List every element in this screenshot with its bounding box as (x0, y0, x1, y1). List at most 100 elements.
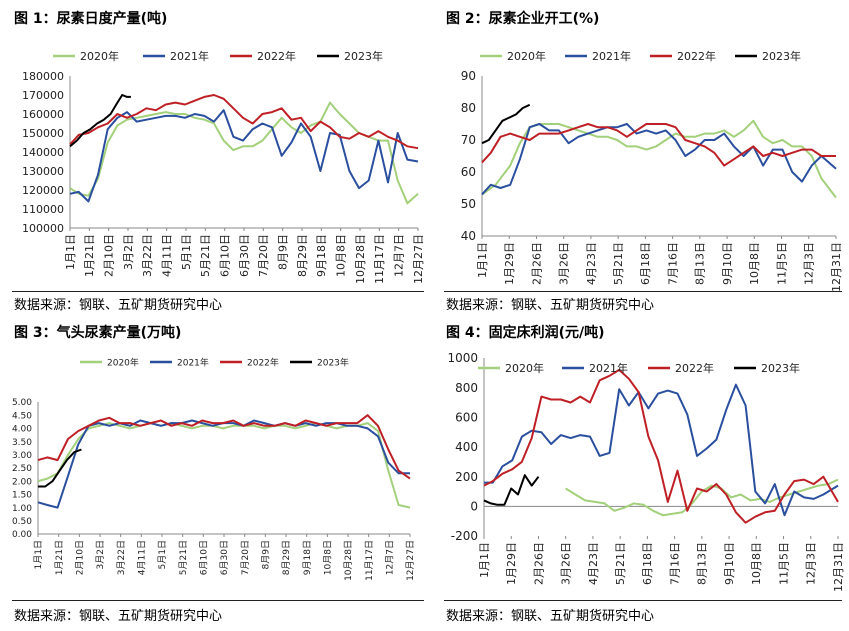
y-tick-label: 140000 (22, 146, 64, 159)
legend-label: 2022年 (257, 49, 296, 63)
x-tick-label: 2月26日 (532, 542, 545, 585)
chart-1-daily-urea-output: 100000 110000 120000 130000 140000 150000 1600… (22, 49, 425, 284)
legend-label: 2021年 (170, 49, 209, 63)
x-tick-label: 9月18日 (302, 540, 313, 575)
x-tick-label: 11月17日 (364, 540, 375, 581)
x-tick-label: 10月8日 (335, 234, 348, 277)
series-line-2022年 (483, 368, 839, 524)
x-tick-label: 6月10日 (198, 540, 209, 575)
y-tick-label: 0.50 (12, 517, 32, 527)
legend-label: 2021年 (177, 356, 209, 368)
x-tick-label: 1月21日 (83, 234, 96, 277)
x-tick-label: 3月2日 (122, 234, 135, 270)
x-tick-label: 3月22日 (141, 234, 154, 277)
x-tick-label: 12月31日 (830, 242, 843, 292)
y-tick-label: 90 (461, 69, 476, 83)
y-tick-label: 120000 (22, 184, 64, 197)
y-tick-label: 0.00 (12, 530, 32, 540)
x-tick-label: 4月11日 (136, 540, 147, 575)
x-tick-label: 3月26日 (560, 542, 573, 585)
x-tick-label: 12月7日 (384, 540, 395, 575)
series-line-2021年 (69, 109, 419, 203)
chart-1-title: 图 1：尿素日度产量(吨) (14, 11, 168, 27)
series-line-2022年 (37, 414, 411, 480)
y-tick-label: 4.50 (12, 411, 32, 421)
x-tick-label: 1月1日 (478, 542, 491, 578)
series-line-2020年 (37, 422, 411, 509)
legend-label: 2022年 (675, 361, 714, 375)
y-tick-label: 200 (455, 470, 478, 484)
x-tick-label: 10月28日 (354, 234, 367, 284)
x-tick-label: 7月16日 (666, 242, 679, 285)
chart-2-source: 数据来源：钢联、五矿期货研究中心 (446, 298, 655, 313)
x-tick-label: 1月1日 (64, 234, 77, 270)
series-line-2022年 (69, 94, 419, 150)
chart-4-title: 图 4：固定床利润(元/吨) (446, 325, 605, 341)
x-tick-label: 8月29日 (296, 234, 309, 277)
legend-label: 2021年 (592, 49, 631, 63)
chart-2-plant-operating-rate: 40 50 60 70 80 90 1月1日 1月29日 2月26日 3月26日 4月23日 5月21… (461, 49, 843, 292)
x-tick-label: 7月20日 (240, 540, 251, 575)
x-tick-label: 12月7日 (393, 234, 406, 277)
series-line-2021年 (484, 383, 839, 517)
chart-1-source: 数据来源：钢联、五矿期货研究中心 (14, 298, 223, 313)
legend-label: 2021年 (589, 361, 628, 375)
legend-label: 2020年 (80, 49, 119, 63)
series-line-2023年 (69, 94, 131, 148)
x-tick-label: 10月8日 (748, 242, 761, 285)
series-line-2022年 (481, 123, 836, 167)
y-tick-label: 130000 (22, 165, 64, 178)
y-tick-label: 1.50 (12, 491, 32, 501)
x-tick-label: 8月13日 (696, 542, 709, 585)
y-tick-label: 80 (461, 101, 476, 115)
x-tick-label: 10月28日 (343, 540, 354, 581)
y-tick-label: 160000 (22, 108, 64, 121)
x-tick-label: 10月8日 (750, 542, 763, 585)
series-line-2023年 (483, 474, 540, 506)
legend-label: 2020年 (507, 49, 546, 63)
x-tick-label: 5月21日 (199, 234, 212, 277)
y-tick-label: 3.00 (12, 451, 32, 461)
x-tick-label: 5月1日 (157, 540, 168, 569)
y-tick-label: 1.00 (12, 504, 32, 514)
x-tick-label: 1月1日 (476, 242, 489, 278)
source-divider (444, 600, 842, 601)
x-tick-label: 11月5日 (775, 242, 788, 285)
y-tick-label: 600 (455, 411, 478, 425)
x-tick-label: 3月22日 (116, 540, 127, 575)
series-line-2020年 (565, 478, 839, 517)
x-tick-label: 6月18日 (639, 242, 652, 285)
x-tick-label: 8月9日 (277, 234, 290, 270)
chart-3-gas-urea-output: 0.00 0.50 1.00 1.50 2.00 2.50 3.00 3.50 4.00 4.50… (12, 356, 416, 581)
x-tick-label: 6月10日 (219, 234, 232, 277)
series-line-2023年 (481, 103, 531, 145)
legend-label: 2020年 (505, 361, 544, 375)
x-tick-label: 9月10日 (721, 242, 734, 285)
y-tick-label: 5.00 (12, 398, 32, 408)
x-tick-label: 2月10日 (74, 540, 85, 575)
x-tick-label: 12月31日 (832, 542, 845, 592)
x-tick-label: 12月3日 (805, 542, 818, 585)
y-tick-label: 110000 (22, 203, 64, 216)
x-tick-label: 4月23日 (585, 242, 598, 285)
x-tick-label: 1月29日 (505, 542, 518, 585)
legend-label: 2023年 (762, 49, 801, 63)
x-tick-label: 1月29日 (503, 242, 516, 285)
series-line-2023年 (38, 448, 82, 488)
series-line-2020年 (481, 119, 837, 199)
x-tick-label: 5月21日 (612, 242, 625, 285)
chart-3-title: 图 3：气头尿素产量(万吨) (14, 325, 182, 341)
legend-label: 2023年 (344, 49, 383, 63)
x-tick-label: 6月30日 (238, 234, 251, 277)
y-tick-label: 4.00 (12, 425, 32, 435)
source-divider (12, 291, 424, 292)
x-tick-label: 6月18日 (641, 542, 654, 585)
x-tick-label: 3月2日 (95, 540, 106, 569)
x-tick-label: 8月29日 (281, 540, 292, 575)
x-tick-label: 2月10日 (103, 234, 116, 277)
x-tick-label: 3月26日 (558, 242, 571, 285)
y-tick-label: 400 (455, 440, 478, 454)
x-tick-label: 9月10日 (723, 542, 736, 585)
y-tick-label: 100000 (22, 222, 64, 235)
legend-label: 2022年 (677, 49, 716, 63)
